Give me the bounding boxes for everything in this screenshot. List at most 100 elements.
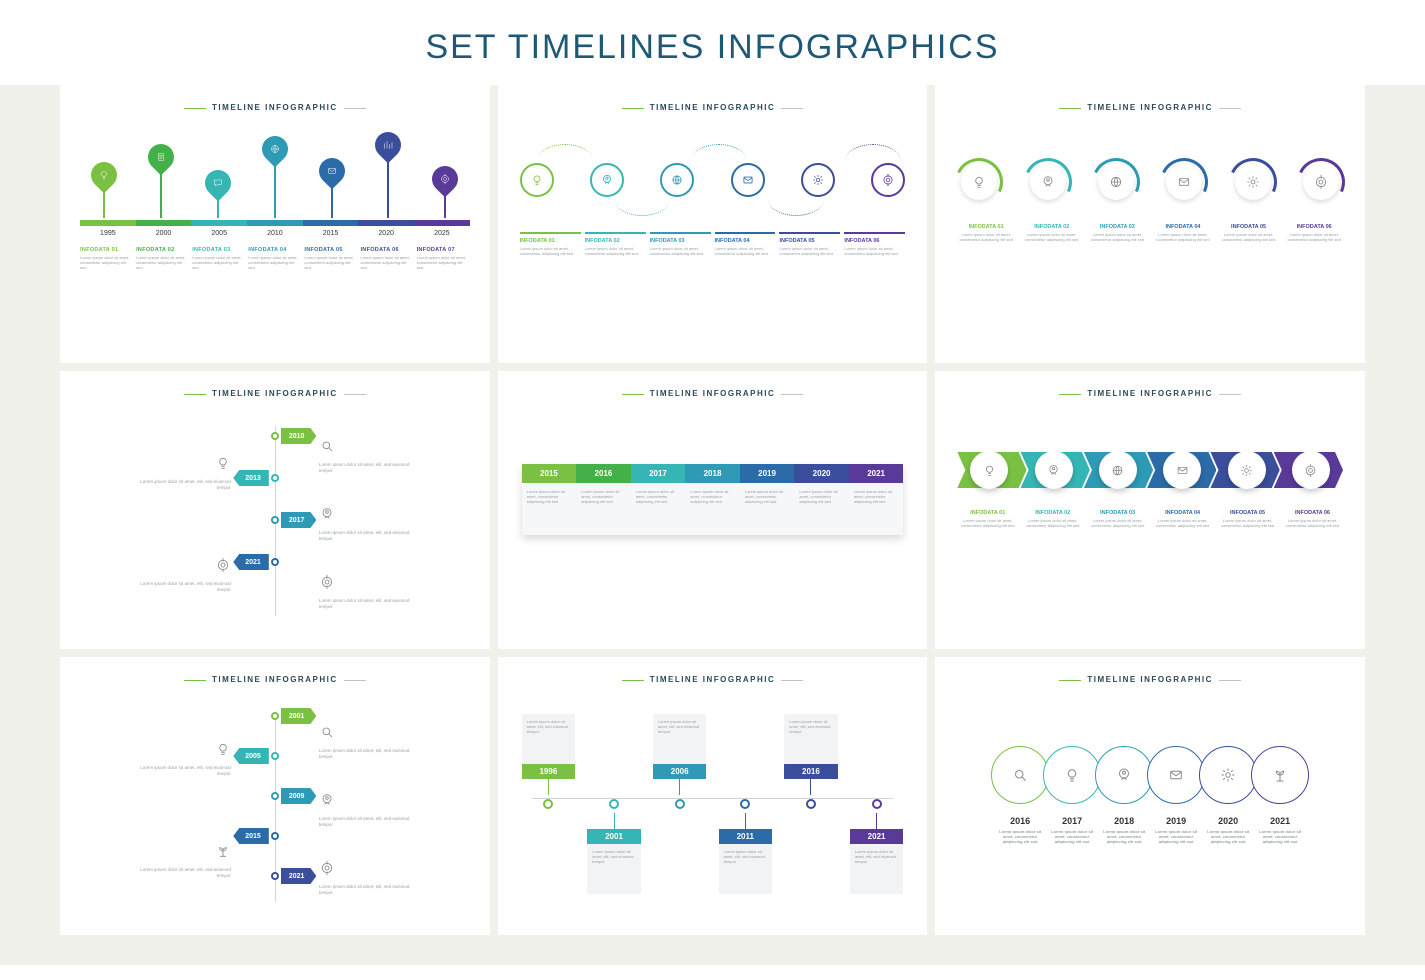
spine-dot (271, 474, 279, 482)
info-heading: INFODATA 06 (1282, 510, 1343, 516)
info-text: Lorem ipsum dolor sit amet, consectetur … (192, 255, 245, 271)
year-label: 2021 (850, 829, 903, 844)
info-text: Lorem ipsum dolor sit amet, consectetur … (844, 246, 905, 256)
timeline-item: 2011 Lorem ipsum dolor sit amet, elit, s… (719, 714, 772, 894)
arc-circle-row (955, 158, 1345, 206)
info-heading: INFODATA 05 (1217, 510, 1278, 516)
info-text: Lorem ipsum dolor sit amet, consectetur … (779, 246, 840, 256)
card-title: TIMELINE INFOGRAPHIC (622, 103, 804, 112)
year-ribbon: 2009 (281, 788, 317, 804)
head-icon (590, 163, 624, 197)
info-text: Lorem ipsum dolor sit amet, consectetur … (1217, 518, 1278, 528)
bulb-icon (1043, 746, 1101, 804)
pin-stem (160, 170, 162, 218)
year-block: 2020 Lorem ipsum dolor sit amet, consect… (1202, 816, 1254, 845)
year-text: Lorem ipsum dolor sit amet, consectetur … (740, 483, 795, 535)
info-text: Lorem ipsum dolor sit amet, consectetur … (136, 255, 189, 271)
year-label: 2011 (719, 829, 772, 844)
year-label: 1996 (522, 764, 575, 779)
target-icon (1303, 164, 1339, 200)
card-title: TIMELINE INFOGRAPHIC (184, 103, 366, 112)
info-box: Lorem ipsum dolor sit amet, elit, sed ei… (850, 844, 903, 894)
year-cell: 2015 Lorem ipsum dolor sit amet, consect… (522, 464, 577, 535)
year-label: 2016 (784, 764, 837, 779)
card-year-color-bar: TIMELINE INFOGRAPHIC 2015 Lorem ipsum do… (498, 371, 928, 649)
info-heading: INFODATA 04 (715, 238, 776, 244)
info-block: INFODATA 05 Lorem ipsum dolor sit amet, … (779, 232, 840, 256)
info-box: Lorem ipsum dolor sit amet, elit, sed ei… (587, 844, 640, 894)
info-text: Lorem ipsum dolor sit amet, consectetur … (1022, 518, 1083, 528)
gear-icon (1235, 164, 1271, 200)
year-label: 1995 (80, 230, 136, 237)
year-text: Lorem ipsum dolor sit amet, consectetur … (1202, 829, 1254, 845)
year-text: Lorem ipsum dolor sit amet, consectetur … (576, 483, 631, 535)
year-block: 2018 Lorem ipsum dolor sit amet, consect… (1098, 816, 1150, 845)
year-text: Lorem ipsum dolor sit amet, consectetur … (1098, 829, 1150, 845)
year-text: Lorem ipsum dolor sit amet, consectetur … (794, 483, 849, 535)
info-heading: INFODATA 05 (304, 247, 357, 253)
arc-circle (1092, 158, 1140, 206)
year-label: 2010 (247, 230, 303, 237)
pin-stem (274, 162, 276, 218)
globe-icon (1099, 451, 1137, 489)
timeline-pin (421, 166, 470, 218)
card-title: TIMELINE INFOGRAPHIC (1059, 389, 1241, 398)
info-block: INFODATA 03 Lorem ipsum dolor sit amet, … (192, 247, 245, 271)
info-heading: INFODATA 05 (1218, 224, 1280, 230)
info-block: INFODATA 04 Lorem ipsum dolor sit amet, … (715, 232, 776, 256)
spine-dot (271, 558, 279, 566)
info-text: Lorem ipsum dolor sit amet, consectetur … (248, 255, 301, 271)
card-outlined-circles: TIMELINE INFOGRAPHIC 2016 Lorem ipsum do… (935, 657, 1365, 935)
plant-icon (1251, 746, 1309, 804)
pin-stem (387, 158, 389, 218)
axis-dot (806, 799, 816, 809)
head-icon (1035, 451, 1073, 489)
spine-dot (271, 792, 279, 800)
timeline-item: 2021 Lorem ipsum dolor sit amet, elit, s… (850, 714, 903, 894)
bar-segment (414, 220, 470, 226)
info-block: INFODATA 02 Lorem ipsum dolor sit amet, … (1022, 510, 1083, 528)
card-ribbon-band: TIMELINE INFOGRAPHIC INFODATA 01 Lorem i… (935, 371, 1365, 649)
card-arc-circles: TIMELINE INFOGRAPHIC INFODATA 01 Lo (935, 85, 1365, 363)
info-block: INFODATA 04 Lorem ipsum dolor sit amet, … (1152, 224, 1214, 242)
info-heading: INFODATA 03 (1087, 224, 1149, 230)
mail-icon (1163, 451, 1201, 489)
target-icon (871, 163, 905, 197)
arc-circle (1297, 158, 1345, 206)
gear-icon (801, 163, 835, 197)
year-label: 2000 (136, 230, 192, 237)
info-box: Lorem ipsum dolor sit amet, elit, sed ei… (719, 844, 772, 894)
card-title: TIMELINE INFOGRAPHIC (184, 389, 366, 398)
axis-dot (740, 799, 750, 809)
side-entry: Lorem ipsum dolor sit amet, elit, sed ei… (319, 438, 419, 474)
info-heading: INFODATA 02 (136, 247, 189, 253)
entry-text: Lorem ipsum dolor sit amet, elit, sed ei… (319, 598, 419, 610)
timeline-item: Lorem ipsum dolor sit amet, elit, sed ei… (784, 714, 837, 894)
info-heading: INFODATA 07 (417, 247, 470, 253)
year-label: 2015 (303, 230, 359, 237)
year-header: 2021 (849, 464, 904, 483)
bar-segment (136, 220, 192, 226)
bulb-icon (86, 157, 123, 194)
card-title: TIMELINE INFOGRAPHIC (622, 675, 804, 684)
info-box: Lorem ipsum dolor sit amet, elit, sed ei… (784, 714, 837, 764)
arc-circle (955, 158, 1003, 206)
card-wave-chain: TIMELINE INFOGRAPHIC INFODATA 01 Lorem i… (498, 85, 928, 363)
year-text: Lorem ipsum dolor sit amet, consectetur … (1254, 829, 1306, 845)
info-text: Lorem ipsum dolor sit amet, consectetur … (1087, 518, 1148, 528)
bar-segment (247, 220, 303, 226)
card-updown-boxes: TIMELINE INFOGRAPHIC Lorem ipsum dolor s… (498, 657, 928, 935)
side-entry: Lorem ipsum dolor sit amet, elit, sed ei… (131, 843, 231, 879)
info-block: INFODATA 05 Lorem ipsum dolor sit amet, … (304, 247, 357, 271)
spine-dot (271, 432, 279, 440)
info-block: INFODATA 02 Lorem ipsum dolor sit amet, … (136, 247, 189, 271)
year-cell: 2019 Lorem ipsum dolor sit amet, consect… (740, 464, 795, 535)
info-block: INFODATA 05 Lorem ipsum dolor sit amet, … (1218, 224, 1280, 242)
info-box: Lorem ipsum dolor sit amet, elit, sed ei… (653, 714, 706, 764)
year-cell: 2021 Lorem ipsum dolor sit amet, consect… (849, 464, 904, 535)
info-block: INFODATA 01 Lorem ipsum dolor sit amet, … (80, 247, 133, 271)
year-header: 2015 (522, 464, 577, 483)
year-bar: 2015 Lorem ipsum dolor sit amet, consect… (522, 464, 904, 535)
bar-segment (80, 220, 136, 226)
card-title: TIMELINE INFOGRAPHIC (184, 675, 366, 684)
